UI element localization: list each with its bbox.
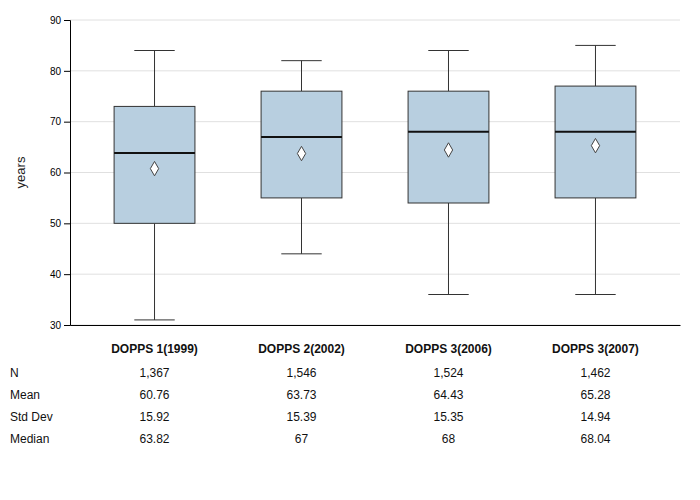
group-header: DOPPS 3(2006) <box>405 342 492 356</box>
table-cell: 68 <box>442 432 456 446</box>
box-group <box>555 45 636 294</box>
table-cell: 68.04 <box>580 432 610 446</box>
mean-marker <box>150 161 158 175</box>
whisker-low <box>448 203 449 295</box>
x-axis-line <box>71 325 681 326</box>
table-cell: 65.28 <box>580 388 610 402</box>
whisker-high <box>154 51 155 107</box>
whisker-low <box>154 223 155 320</box>
whisker-cap-low <box>575 294 615 295</box>
grid-line <box>70 325 680 326</box>
whisker-high <box>301 61 302 91</box>
marks <box>114 45 636 320</box>
y-tick: 40 <box>50 269 70 280</box>
y-tick-label: 50 <box>50 218 62 229</box>
whisker-cap-low <box>281 253 321 254</box>
table-cell: 1,367 <box>140 366 170 380</box>
grid-line <box>70 70 680 71</box>
y-tick-label: 30 <box>50 320 62 331</box>
median-line <box>114 152 195 154</box>
table-row-label: N <box>10 366 19 380</box>
y-tick-mark <box>64 173 70 174</box>
mean-marker <box>297 146 305 160</box>
box <box>114 106 195 223</box>
y-tick-mark <box>64 325 70 326</box>
whisker-low <box>595 198 596 295</box>
x-axis <box>71 325 681 326</box>
y-axis-line <box>64 21 71 326</box>
table-cell: 15.35 <box>433 410 463 424</box>
table-row-label: Mean <box>10 388 40 402</box>
y-tick-label: 90 <box>50 15 62 26</box>
y-tick-label: 60 <box>50 167 62 178</box>
whisker-cap-high <box>575 45 615 46</box>
plot: 30 40 50 60 70 80 90 years <box>13 15 681 331</box>
median-line <box>261 136 342 138</box>
y-tick: 30 <box>50 320 70 331</box>
whisker-cap-low <box>428 294 468 295</box>
box <box>408 91 489 203</box>
table-cell: 15.39 <box>286 410 316 424</box>
table-cell: 63.82 <box>140 432 170 446</box>
group-header: DOPPS 3(2007) <box>552 342 639 356</box>
whisker-high <box>595 45 596 86</box>
chart: 30 40 50 60 70 80 90 years DOPPS 1(1999) DOPPS 2(… <box>0 0 700 500</box>
y-tick: 50 <box>50 218 70 229</box>
grid <box>70 20 680 325</box>
table-cell: 14.94 <box>580 410 610 424</box>
median-line <box>555 131 636 133</box>
y-tick-label: 80 <box>50 66 62 77</box>
whisker-cap-high <box>428 50 468 51</box>
y-tick: 60 <box>50 167 70 178</box>
whisker-high <box>448 51 449 92</box>
table-cell: 1,546 <box>286 366 316 380</box>
grid-line <box>70 274 680 275</box>
table-cell: 63.73 <box>286 388 316 402</box>
grid-line <box>70 20 680 21</box>
stats-table: DOPPS 1(1999) DOPPS 2(2002) DOPPS 3(2006) D… <box>10 342 639 446</box>
y-axis: 30 40 50 60 70 80 90 <box>50 15 71 331</box>
group-header: DOPPS 1(1999) <box>111 342 198 356</box>
y-tick-label: 40 <box>50 269 62 280</box>
table-cell: 60.76 <box>140 388 170 402</box>
box-group <box>261 61 342 254</box>
whisker-low <box>301 198 302 254</box>
box <box>555 86 636 198</box>
table-cell: 1,462 <box>580 366 610 380</box>
mean-marker <box>444 143 452 157</box>
table-cell: 1,524 <box>433 366 463 380</box>
y-tick-mark <box>64 274 70 275</box>
y-tick: 90 <box>50 15 70 26</box>
table-cell: 67 <box>295 432 309 446</box>
table-row-label: Median <box>10 432 49 446</box>
box-group <box>114 51 195 320</box>
y-tick-mark <box>64 122 70 123</box>
y-tick: 70 <box>50 116 70 127</box>
box <box>261 91 342 198</box>
table-cell: 15.92 <box>140 410 170 424</box>
box-group <box>408 51 489 295</box>
mean-marker <box>591 138 599 152</box>
y-tick: 80 <box>50 66 70 77</box>
table-row-label: Std Dev <box>10 410 53 424</box>
median-line <box>408 131 489 133</box>
whisker-cap-low <box>134 319 174 320</box>
whisker-cap-high <box>134 50 174 51</box>
y-tick-mark <box>64 71 70 72</box>
y-axis-title: years <box>13 156 28 188</box>
whisker-cap-high <box>281 60 321 61</box>
y-tick-mark <box>64 223 70 224</box>
y-tick-mark <box>64 20 70 21</box>
y-tick-label: 70 <box>50 116 62 127</box>
table-cell: 64.43 <box>433 388 463 402</box>
group-header: DOPPS 2(2002) <box>258 342 345 356</box>
